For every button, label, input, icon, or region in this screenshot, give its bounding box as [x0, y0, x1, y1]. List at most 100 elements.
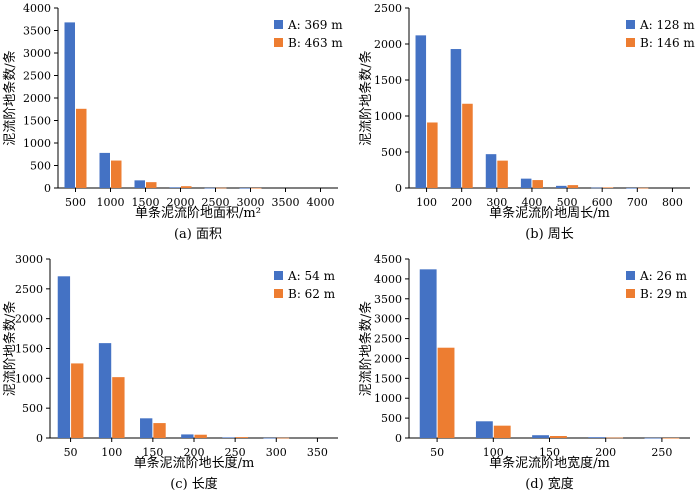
bar-a-500 [556, 185, 567, 188]
bar-a-3000 [239, 187, 250, 189]
bar-a-200 [450, 49, 462, 188]
y-tick-label: 0 [36, 432, 43, 445]
bar-a-1500 [134, 180, 145, 188]
bar-b-600 [602, 187, 614, 189]
bar-b-50 [437, 347, 455, 438]
chart-panel-3: 0 500 1000 1500 2000 2500 3000 50 100 150 200 250 30… [2, 253, 338, 492]
x-tick-label: 250 [225, 446, 246, 459]
bar-b-250 [662, 437, 680, 439]
x-tick-label: 500 [65, 196, 86, 209]
panel-caption: (c) 长度 [170, 476, 218, 492]
bar-b-700 [637, 187, 649, 189]
panel-caption: (d) 宽度 [525, 476, 574, 492]
y-tick-label: 0 [395, 182, 402, 195]
bar-a-700 [626, 187, 637, 189]
bar-a-150 [140, 418, 153, 438]
bar-a-2500 [204, 187, 215, 189]
bar-b-1000 [111, 160, 122, 188]
bar-a-300 [485, 154, 497, 188]
bar-a-200 [588, 437, 606, 438]
bar-b-100 [493, 425, 511, 438]
y-tick-label: 1000 [23, 137, 51, 150]
legend-swatch-b [274, 38, 283, 47]
y-tick-label: 4000 [23, 2, 51, 15]
legend-label-a: A: 128 m [639, 18, 695, 32]
bar-b-150 [550, 436, 567, 438]
bar-a-300 [263, 437, 276, 439]
y-tick-label: 2500 [374, 333, 402, 346]
y-tick-label: 1500 [15, 343, 43, 356]
legend-label-a: A: 26 m [639, 269, 688, 283]
bar-b-1500 [146, 182, 157, 188]
y-tick-label: 2000 [374, 38, 402, 51]
y-tick-label: 3500 [23, 25, 51, 38]
bar-b-3000 [251, 187, 262, 189]
panel-caption: (a) 面积 [174, 227, 222, 242]
y-tick-label: 0 [44, 182, 51, 195]
legend-swatch-b [626, 289, 635, 298]
y-tick-label: 1000 [374, 110, 402, 123]
y-axis-label: 泥流阶地条数/条 [2, 50, 18, 145]
bar-b-400 [532, 180, 543, 188]
legend-label-b: B: 463 m [288, 36, 343, 50]
bar-a-400 [520, 178, 532, 188]
chart-panel-4: 0 500 1000 1500 2000 2500 3000 3500 4000 4500 50 10… [358, 253, 690, 492]
bar-b-2500 [216, 187, 227, 189]
bar-a-50 [57, 276, 71, 438]
y-tick-label: 1000 [374, 392, 402, 405]
x-tick-label: 2500 [202, 196, 230, 209]
legend-label-b: B: 29 m [640, 287, 688, 301]
y-tick-label: 3000 [374, 313, 402, 326]
x-tick-label: 600 [592, 196, 613, 209]
y-tick-label: 500 [381, 146, 402, 159]
x-tick-label: 200 [451, 196, 472, 209]
y-tick-label: 3000 [15, 253, 43, 266]
x-tick-label: 300 [266, 446, 287, 459]
y-tick-label: 2000 [15, 313, 43, 326]
bar-b-500 [567, 185, 579, 188]
chart-panel-1: 0 500 1000 1500 2000 2500 3000 3500 4000 500 1000 1… [2, 2, 343, 242]
chart-panel-2: 0 500 1000 1500 2000 2500 100 200 300 400 500 600 70… [358, 2, 695, 242]
x-axis-label: 单条泥流阶地面积/m² [135, 205, 261, 221]
bar-b-150 [153, 423, 166, 438]
bar-b-100 [427, 122, 438, 188]
bar-b-2000 [181, 186, 192, 188]
x-tick-label: 150 [142, 446, 163, 459]
x-tick-label: 1000 [97, 196, 125, 209]
x-tick-label: 300 [486, 196, 507, 209]
x-tick-label: 100 [101, 446, 122, 459]
y-tick-label: 1500 [23, 115, 51, 128]
bar-b-500 [76, 108, 87, 188]
y-tick-label: 4000 [374, 273, 402, 286]
y-axis-label: 泥流阶地条数/条 [358, 301, 374, 396]
x-tick-label: 200 [184, 446, 205, 459]
bar-a-500 [64, 22, 75, 189]
legend-swatch-a [274, 20, 283, 29]
x-tick-label: 4000 [307, 196, 335, 209]
legend-label-b: B: 62 m [288, 287, 336, 301]
bar-a-600 [591, 187, 602, 189]
bar-a-150 [532, 435, 549, 438]
bar-b-250 [235, 437, 248, 438]
x-tick-label: 200 [595, 446, 616, 459]
y-tick-label: 500 [381, 412, 402, 425]
y-tick-label: 4500 [374, 253, 402, 266]
bar-b-50 [71, 363, 84, 438]
y-axis-label: 泥流阶地条数/条 [2, 301, 18, 396]
x-tick-label: 50 [430, 446, 444, 459]
bar-a-100 [415, 35, 427, 188]
y-tick-label: 2500 [23, 70, 51, 83]
legend-label-a: A: 54 m [287, 269, 336, 283]
x-axis-label: 单条泥流阶地长度/m [134, 455, 255, 471]
y-tick-label: 500 [22, 402, 43, 415]
x-axis-label: 单条泥流阶地周长/m [489, 205, 610, 221]
legend-label-a: A: 369 m [287, 18, 343, 32]
bar-a-50 [419, 269, 437, 438]
x-tick-label: 100 [416, 196, 437, 209]
bar-a-100 [98, 343, 112, 438]
legend-swatch-a [274, 271, 283, 280]
x-tick-label: 800 [662, 196, 683, 209]
legend-label-b: B: 146 m [640, 36, 695, 50]
y-tick-label: 2000 [23, 92, 51, 105]
y-tick-label: 1500 [374, 372, 402, 385]
